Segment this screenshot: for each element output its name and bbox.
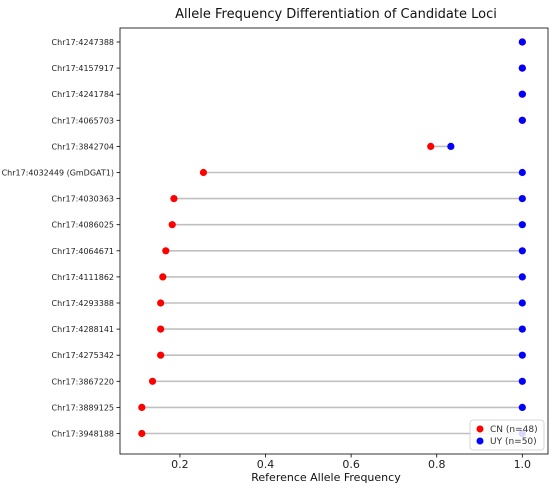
point-uy [518,64,526,72]
point-cn [138,429,146,438]
legend-label-cn: CN (n=48) [490,425,538,435]
y-tick-label: Chr17:3867220 [52,377,114,386]
point-uy [518,90,526,98]
y-tick-label: Chr17:4086025 [52,221,114,230]
legend: CN (n=48) UY (n=50) [469,419,545,451]
legend-marker-cn [476,425,484,433]
point-uy [518,299,526,307]
point-uy [518,247,526,255]
plot-frame [119,27,549,455]
y-tick-label: Chr17:4064671 [52,247,114,256]
x-tick-label: 0.2 [171,458,189,471]
y-tick-label: Chr17:4241784 [52,90,114,99]
point-uy [518,377,526,385]
point-cn [199,168,208,177]
point-cn [138,403,146,411]
x-axis-ticks: 0.2 0.4 0.6 0.8 1.0 [171,454,531,471]
y-tick-label: Chr17:4032449 (GmDGAT1) [2,169,114,178]
data-points [138,38,526,438]
y-tick-label: Chr17:4293388 [52,299,114,308]
point-cn [168,221,176,229]
point-cn [170,195,178,203]
legend-box [469,419,545,451]
y-tick-label: Chr17:4065703 [52,116,114,125]
y-tick-label: Chr17:3948188 [52,430,114,439]
point-uy [518,116,526,124]
point-uy [518,38,526,46]
legend-label-uy: UY (n=50) [490,437,537,447]
point-cn [148,377,157,385]
connector-lines [141,145,523,435]
point-uy [518,273,526,281]
point-uy [518,168,526,177]
point-cn [159,273,167,281]
legend-marker-uy [476,437,484,445]
point-uy [518,221,526,229]
point-uy [518,403,526,411]
x-tick-label: 1.0 [514,458,532,471]
point-uy [518,195,526,203]
y-axis-ticks: Chr17:4247388 Chr17:4157917 Chr17:4241784 C… [2,38,120,439]
x-tick-label: 0.8 [428,458,446,471]
y-tick-label: Chr17:4275342 [52,351,114,360]
y-tick-label: Chr17:4288141 [52,325,114,334]
point-uy [518,351,526,359]
point-cn [157,325,165,333]
point-cn [427,142,435,150]
y-tick-label: Chr17:3889125 [52,403,114,412]
point-cn [157,299,165,307]
x-tick-label: 0.4 [257,458,275,471]
point-uy [518,325,526,333]
y-tick-label: Chr17:4247388 [52,38,114,47]
y-tick-label: Chr17:4157917 [52,64,114,73]
x-axis-label: Reference Allele Frequency [251,471,401,484]
y-tick-label: Chr17:4030363 [52,195,114,204]
y-tick-label: Chr17:3842704 [52,142,114,151]
x-tick-label: 0.6 [342,458,360,471]
y-tick-label: Chr17:4111862 [52,273,114,282]
point-cn [162,247,170,255]
point-uy [447,142,455,150]
point-cn [157,351,165,359]
chart-title: Allele Frequency Differentiation of Cand… [175,7,497,22]
